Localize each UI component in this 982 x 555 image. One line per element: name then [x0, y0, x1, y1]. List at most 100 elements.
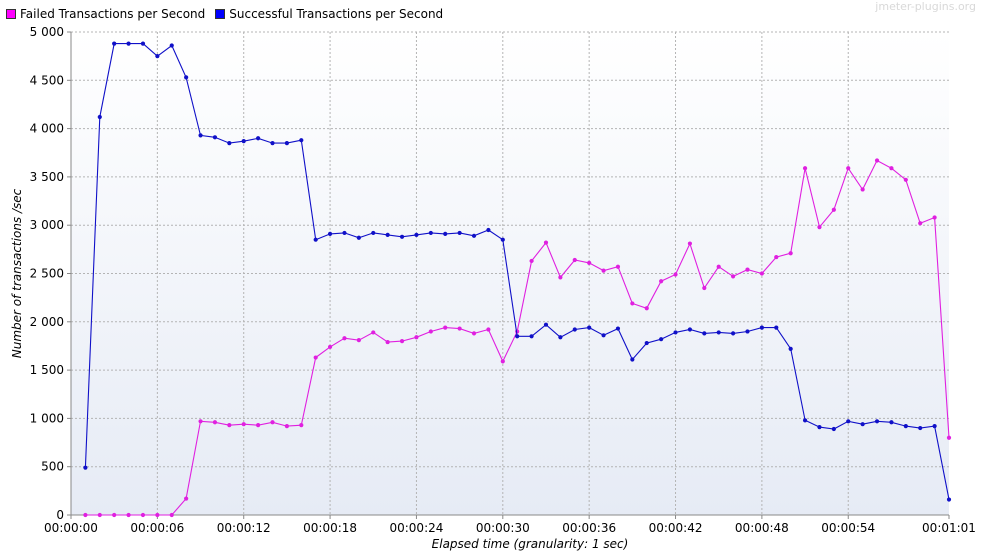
data-point-successful — [759, 325, 764, 330]
data-point-successful — [356, 235, 361, 240]
data-point-failed — [414, 335, 419, 340]
data-point-failed — [184, 496, 189, 501]
data-point-successful — [313, 237, 318, 242]
data-point-successful — [284, 140, 290, 146]
data-point-successful — [443, 231, 448, 236]
data-point-failed — [846, 166, 851, 171]
data-point-successful — [457, 230, 462, 236]
data-point-failed — [140, 512, 146, 518]
data-point-successful — [126, 41, 131, 46]
data-point-successful — [414, 232, 419, 237]
data-point-successful — [227, 140, 232, 146]
data-point-successful — [299, 138, 304, 143]
data-point-failed — [327, 344, 333, 350]
data-point-failed — [155, 512, 160, 518]
y-tick-label: 3 500 — [30, 170, 64, 184]
data-point-failed — [587, 260, 592, 265]
data-point-successful — [587, 325, 592, 330]
data-point-successful — [371, 230, 376, 236]
legend-label-failed: Failed Transactions per Second — [20, 7, 206, 21]
data-point-failed — [644, 306, 649, 311]
data-point-failed — [385, 339, 390, 345]
data-point-successful — [846, 419, 851, 424]
data-point-successful — [169, 43, 174, 48]
data-point-successful — [140, 41, 146, 46]
data-point-successful — [112, 41, 117, 46]
data-point-successful — [212, 135, 218, 140]
plot-area — [71, 32, 949, 515]
y-tick-label: 4 000 — [30, 122, 64, 136]
legend: Failed Transactions per Second Successfu… — [6, 5, 443, 23]
watermark: jmeter-plugins.org — [875, 0, 976, 13]
data-point-failed — [169, 512, 174, 518]
data-point-successful — [630, 357, 635, 362]
x-tick-label: 00:00:00 — [44, 521, 98, 535]
legend-swatch-successful — [215, 9, 226, 19]
data-point-failed — [299, 423, 304, 428]
x-tick-label: 00:00:24 — [389, 521, 443, 535]
data-point-failed — [745, 267, 750, 272]
data-point-successful — [874, 419, 880, 424]
data-point-successful — [155, 54, 160, 59]
data-point-failed — [889, 166, 894, 171]
data-point-failed — [759, 271, 764, 276]
data-point-successful — [673, 330, 678, 335]
data-point-successful — [745, 329, 750, 334]
data-point-failed — [558, 275, 563, 280]
data-point-successful — [428, 230, 433, 236]
y-tick-label: 500 — [41, 460, 64, 474]
data-point-failed — [601, 268, 606, 273]
data-point-failed — [399, 339, 405, 344]
data-point-successful — [774, 325, 779, 330]
data-point-successful — [515, 334, 520, 339]
data-point-failed — [270, 420, 275, 425]
data-point-successful — [486, 227, 491, 233]
data-point-failed — [486, 327, 491, 332]
data-point-successful — [687, 327, 693, 332]
y-axis-title: Number of transactions /sec — [10, 188, 24, 358]
data-point-failed — [702, 285, 707, 291]
data-point-failed — [500, 359, 505, 364]
data-point-successful — [601, 333, 606, 338]
data-point-successful — [198, 133, 203, 138]
data-point-successful — [702, 331, 707, 336]
y-tick-label: 4 500 — [30, 73, 64, 87]
data-point-successful — [946, 497, 952, 502]
data-point-successful — [500, 237, 505, 242]
y-tick-label: 2 500 — [30, 267, 64, 281]
data-point-successful — [644, 340, 649, 346]
data-point-successful — [716, 330, 721, 335]
data-point-successful — [659, 337, 664, 342]
x-tick-label: 00:00:54 — [821, 521, 875, 535]
data-point-successful — [471, 233, 477, 238]
y-tick-label: 1 500 — [30, 363, 64, 377]
data-point-successful — [399, 234, 405, 239]
y-tick-label: 2 000 — [30, 315, 64, 329]
data-point-failed — [774, 254, 779, 260]
x-tick-label: 00:00:18 — [303, 521, 357, 535]
data-point-failed — [443, 325, 448, 330]
x-axis-title: Elapsed time (granularity: 1 sec) — [432, 537, 629, 551]
data-point-failed — [212, 420, 218, 425]
data-point-successful — [97, 114, 102, 120]
data-point-failed — [932, 215, 937, 220]
x-tick-label: 00:00:12 — [217, 521, 271, 535]
legend-item-successful: Successful Transactions per Second — [215, 7, 443, 21]
axes: 0 500 1 000 1 500 2 000 2 500 3 000 3 500 4 000 4… — [30, 25, 976, 535]
data-point-successful — [342, 230, 347, 236]
data-point-successful — [184, 75, 189, 80]
x-tick-label: 00:00:30 — [476, 521, 530, 535]
data-point-successful — [860, 422, 865, 427]
data-point-failed — [428, 329, 433, 334]
data-point-failed — [83, 512, 88, 518]
data-point-failed — [874, 158, 880, 163]
data-point-failed — [313, 355, 318, 360]
y-tick-label: 5 000 — [30, 25, 64, 39]
data-point-successful — [270, 140, 275, 146]
data-point-successful — [802, 418, 808, 423]
data-point-successful — [327, 231, 333, 236]
data-point-failed — [198, 419, 203, 424]
x-tick-label: 00:01:01 — [922, 521, 976, 535]
data-point-failed — [112, 512, 117, 518]
